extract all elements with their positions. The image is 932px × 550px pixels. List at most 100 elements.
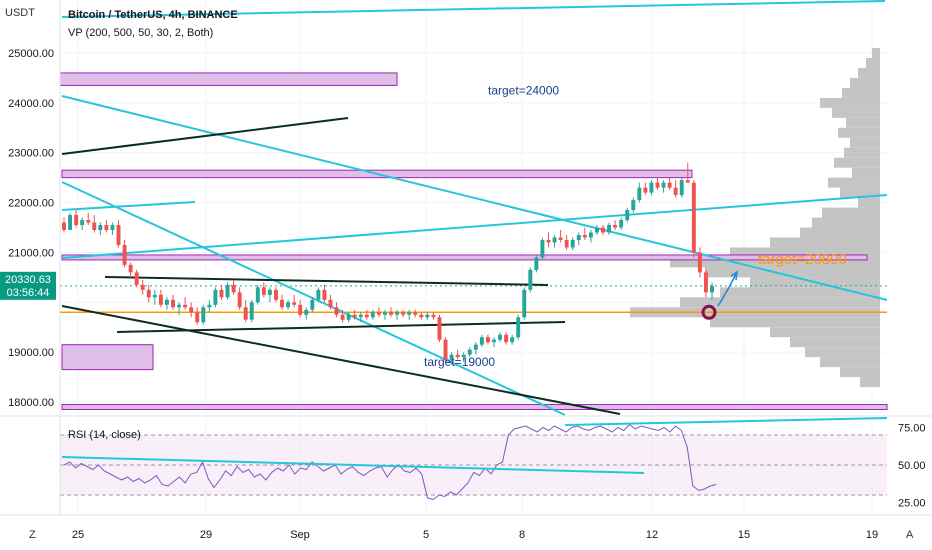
candle-body — [358, 314, 363, 318]
volume-profile-bar — [820, 97, 880, 108]
price-tick-label: 22000.00 — [8, 198, 54, 210]
price-zone — [59, 72, 398, 86]
volume-profile-bar — [840, 367, 880, 378]
candle-body — [383, 312, 387, 315]
candle-body — [334, 307, 339, 315]
candle-body — [171, 299, 175, 308]
trendlines — [60, 0, 888, 416]
rsi-tick-label: 25.00 — [898, 498, 926, 510]
candle-body — [552, 237, 557, 243]
volume-profile-bar — [680, 297, 880, 308]
volume-profile-bar — [850, 137, 880, 148]
auto-scale-button[interactable]: A — [906, 529, 914, 541]
trendline-dark-1 — [61, 117, 349, 155]
candle-body — [613, 225, 618, 228]
rsi-trendline-top — [564, 417, 888, 426]
price-tick-label: 21000.00 — [8, 247, 54, 259]
candle-body — [146, 289, 151, 298]
candle-body — [619, 220, 624, 228]
candle-body — [243, 307, 248, 320]
candle-body — [104, 225, 109, 231]
candle-body — [322, 289, 327, 300]
trendline-ascending — [61, 194, 888, 259]
volume-profile-label[interactable]: VP (200, 500, 50, 30, 2, Both) — [68, 27, 214, 39]
target-19000-label: target=19000 — [424, 355, 495, 369]
candle-body — [655, 182, 660, 188]
candle-body — [407, 312, 412, 315]
candle-body — [134, 272, 139, 285]
time-tick-label: 25 — [72, 529, 84, 541]
target-20800-label: target=20800 — [758, 251, 847, 268]
candle-body — [449, 354, 454, 360]
candle-body — [328, 299, 333, 308]
candle-body — [213, 289, 218, 305]
forecast-arrow — [717, 273, 737, 307]
candle-body — [419, 314, 424, 318]
price-zone — [61, 404, 888, 411]
price-zone — [61, 344, 154, 371]
volume-profile-bar — [770, 237, 880, 248]
candle-body — [461, 354, 466, 358]
candle-body — [528, 269, 533, 290]
candle-body — [601, 227, 605, 233]
rsi-line — [63, 423, 717, 501]
trendline-top — [61, 0, 886, 18]
time-tick-label: 8 — [519, 529, 525, 541]
rsi-tick-label: 75.00 — [898, 423, 926, 435]
candle-body — [68, 215, 73, 231]
marker-circle — [701, 304, 717, 320]
volume-profile — [630, 48, 880, 388]
trendline-descending-1 — [61, 95, 888, 301]
candle-body — [261, 287, 266, 295]
time-tick-label: 15 — [738, 529, 750, 541]
candle-body — [649, 182, 654, 193]
candle-body — [376, 312, 381, 315]
volume-profile-bar — [670, 257, 880, 268]
candle-body — [685, 180, 690, 183]
candle-body — [389, 312, 393, 315]
timezone-z-button[interactable]: Z — [29, 529, 36, 541]
candle-body — [92, 222, 97, 231]
candle-body — [485, 337, 490, 343]
candle-body — [110, 225, 115, 231]
candle-body — [467, 349, 472, 355]
candle-body — [504, 334, 509, 343]
volume-profile-bar — [730, 247, 880, 258]
trendline-dark-2 — [104, 276, 549, 286]
candle-body — [249, 302, 254, 320]
candle-body — [255, 287, 260, 303]
symbol-title[interactable]: Bitcoin / TetherUS, 4h, BINANCE — [68, 9, 238, 21]
candle-body — [195, 312, 200, 323]
candle-body — [164, 299, 169, 305]
candle-body — [510, 337, 515, 343]
volume-profile-bar — [822, 207, 880, 218]
candle-body — [516, 317, 521, 338]
candle-body — [273, 289, 278, 300]
candle-body — [86, 220, 91, 223]
candle-body — [479, 337, 484, 345]
candle-body — [631, 200, 636, 211]
candle-body — [80, 220, 85, 226]
candle-body — [564, 239, 569, 248]
price-zone — [61, 254, 868, 261]
candle-body — [443, 339, 448, 360]
candle-body — [697, 252, 702, 273]
candle-body — [298, 304, 303, 315]
candle-body — [431, 314, 436, 318]
candle-body — [588, 232, 593, 238]
candle-body — [280, 299, 284, 308]
candle-body — [425, 314, 430, 318]
candle-body — [607, 225, 612, 233]
candle-body — [116, 225, 121, 245]
candle-body — [643, 187, 648, 193]
candle-body — [473, 344, 478, 350]
candle-body — [316, 289, 321, 300]
candle-body — [522, 289, 527, 318]
candle-body — [661, 182, 666, 188]
volume-profile-bar — [860, 377, 880, 388]
candle-body — [62, 222, 66, 231]
candle-body — [286, 302, 291, 308]
candle-body — [177, 304, 182, 308]
